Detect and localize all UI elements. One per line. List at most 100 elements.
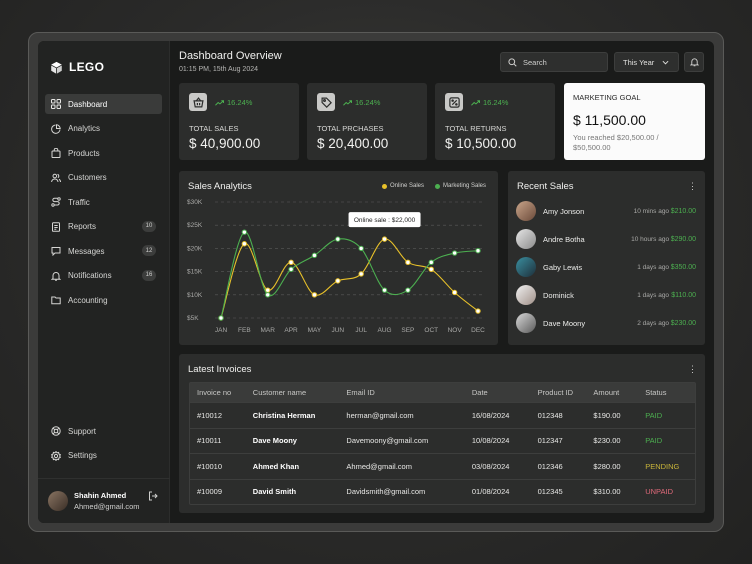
sidebar-item-products[interactable]: Products bbox=[45, 143, 162, 163]
table-header: Invoice no Customer name Email ID Date P… bbox=[190, 383, 695, 402]
avatar bbox=[516, 285, 536, 305]
table-row[interactable]: #10011 Dave Moony Davemoony@gmail.com 10… bbox=[190, 427, 695, 454]
column-header[interactable]: Product ID bbox=[537, 388, 574, 397]
more-options-icon[interactable]: ⋮ bbox=[688, 181, 697, 191]
data-point bbox=[475, 248, 481, 254]
email: Ahmed@gmail.com bbox=[346, 461, 412, 471]
sidebar-item-label: Settings bbox=[68, 451, 97, 460]
amount: $280.00 bbox=[593, 461, 621, 471]
data-point bbox=[288, 266, 294, 272]
sidebar-item-label: Support bbox=[68, 426, 97, 436]
recent-sale-row[interactable]: Andre Botha 10 hours ago $290.00 bbox=[516, 229, 696, 249]
logo[interactable]: LEGO bbox=[50, 60, 104, 74]
column-header[interactable]: Status bbox=[645, 388, 667, 397]
logout-icon[interactable] bbox=[148, 491, 158, 501]
data-point bbox=[241, 241, 248, 247]
customer-name: Dominick bbox=[543, 290, 574, 300]
sidebar: LEGO Dashboard Analytics Products Custom… bbox=[38, 41, 170, 523]
sidebar-item-label: Reports bbox=[68, 222, 97, 231]
user-profile[interactable]: Shahin Ahmed Ahmed@gmail.com bbox=[38, 478, 170, 523]
sidebar-item-dashboard[interactable]: Dashboard bbox=[45, 94, 162, 114]
sidebar-item-traffic[interactable]: Traffic bbox=[45, 192, 162, 212]
sidebar-item-label: Dashboard bbox=[68, 99, 108, 109]
column-header[interactable]: Invoice no bbox=[197, 388, 232, 397]
goal-progress-note: You reached $20,500.00 / $50,500.00 bbox=[573, 133, 659, 152]
sidebar-item-analytics[interactable]: Analytics bbox=[45, 119, 162, 139]
pie-icon bbox=[51, 123, 61, 134]
sidebar-item-settings[interactable]: Settings bbox=[45, 446, 162, 466]
customer-name: Gaby Lewis bbox=[543, 262, 583, 272]
bell-icon bbox=[689, 58, 699, 67]
y-tick-label: $5K bbox=[187, 315, 199, 322]
sidebar-item-messages[interactable]: Messages 12 bbox=[45, 241, 162, 261]
sidebar-bottom-nav: Support Settings bbox=[45, 421, 162, 470]
cube-logo-icon bbox=[51, 61, 62, 74]
amount: $310.00 bbox=[593, 487, 621, 497]
sidebar-item-customers[interactable]: Customers bbox=[45, 168, 162, 188]
data-point bbox=[381, 287, 388, 293]
table-row[interactable]: #10010 Ahmed Khan Ahmed@gmail.com 03/08/… bbox=[190, 453, 695, 479]
sidebar-item-label: Notifications bbox=[68, 271, 112, 280]
marketing-goal-card[interactable]: MARKETING GOAL $ 11,500.00 You reached $… bbox=[564, 83, 705, 160]
status-badge: PAID bbox=[645, 436, 663, 446]
recent-sale-row[interactable]: Amy Jonson 10 mins ago $210.00 bbox=[516, 201, 696, 221]
x-tick-label: OCT bbox=[424, 327, 438, 334]
data-point bbox=[241, 229, 248, 235]
user-name: Shahin Ahmed bbox=[74, 491, 127, 500]
column-header[interactable]: Date bbox=[471, 388, 488, 397]
customer-name: Christina Herman bbox=[252, 410, 316, 420]
trend-indicator: 16.24% bbox=[471, 98, 508, 107]
more-options-icon[interactable]: ⋮ bbox=[688, 364, 697, 374]
gear-icon bbox=[51, 450, 61, 461]
table-row[interactable]: #10012 Christina Herman herman@gmail.com… bbox=[190, 402, 695, 428]
column-header[interactable]: Amount bbox=[593, 388, 620, 397]
product-id: 012345 bbox=[537, 487, 563, 497]
data-point bbox=[288, 259, 294, 266]
stat-value: $ 20,400.00 bbox=[317, 136, 389, 151]
period-select[interactable]: This Year bbox=[614, 52, 679, 72]
x-tick-label: MAR bbox=[261, 327, 276, 334]
sidebar-item-reports[interactable]: Reports 10 bbox=[45, 217, 162, 237]
sidebar-item-notifications[interactable]: Notifications 16 bbox=[45, 266, 162, 286]
status-badge: UNPAID bbox=[645, 487, 673, 497]
bag-icon bbox=[51, 148, 61, 158]
sale-time: 10 hours ago bbox=[631, 235, 670, 243]
avatar bbox=[516, 201, 536, 221]
bell-icon bbox=[51, 271, 61, 281]
stat-label: TOTAL PRCHASES bbox=[317, 124, 384, 133]
data-point bbox=[451, 289, 458, 296]
percent-icon bbox=[445, 93, 463, 111]
table-row[interactable]: #10009 David Smith Davidsmith@gmail.com … bbox=[190, 478, 695, 505]
trend-value: 16.24% bbox=[355, 98, 381, 107]
column-header[interactable]: Customer name bbox=[252, 388, 307, 397]
page-datetime: 01:15 PM, 15th Aug 2024 bbox=[179, 66, 259, 73]
sidebar-item-accounting[interactable]: Accounting bbox=[45, 290, 162, 310]
product-id: 012348 bbox=[537, 410, 563, 420]
x-tick-label: AUG bbox=[377, 327, 391, 334]
sidebar-item-support[interactable]: Support bbox=[45, 421, 162, 441]
data-point bbox=[311, 292, 318, 298]
stat-card-total-returns[interactable]: 16.24% TOTAL RETURNS $ 10,500.00 bbox=[435, 83, 555, 160]
stat-card-total-sales[interactable]: 16.24% TOTAL SALES $ 40,900.00 bbox=[179, 83, 299, 160]
email: Davemoony@gmail.com bbox=[346, 436, 429, 446]
recent-sale-row[interactable]: Dominick 1 days ago $110.00 bbox=[516, 285, 696, 305]
x-tick-label: JAN bbox=[215, 327, 228, 334]
data-point bbox=[405, 259, 411, 266]
dashboard-app: LEGO Dashboard Analytics Products Custom… bbox=[38, 41, 714, 523]
y-tick-label: $30K bbox=[187, 199, 203, 206]
date: 01/08/2024 bbox=[471, 487, 510, 497]
recent-sale-row[interactable]: Dave Moony 2 days ago $230.00 bbox=[516, 313, 696, 333]
recent-sales-title: Recent Sales bbox=[517, 181, 574, 192]
search-icon bbox=[508, 57, 517, 67]
sales-line-chart[interactable]: $30K $25K $20K $15K $10K $5K JAN FEB MAR APR MAY JU… bbox=[179, 171, 498, 345]
legend-swatch bbox=[382, 183, 387, 189]
stat-card-total-purchases[interactable]: 16.24% TOTAL PRCHASES $ 20,400.00 bbox=[307, 83, 427, 160]
data-point bbox=[381, 236, 388, 242]
tooltip-text: Online sale : $22,000 bbox=[354, 217, 416, 224]
column-header[interactable]: Email ID bbox=[346, 388, 375, 397]
data-point bbox=[358, 271, 364, 277]
recent-sale-row[interactable]: Gaby Lewis 1 days ago $350.00 bbox=[516, 257, 696, 277]
message-icon bbox=[51, 247, 61, 256]
notifications-button[interactable] bbox=[684, 52, 704, 72]
search-input[interactable]: Search bbox=[500, 52, 608, 72]
